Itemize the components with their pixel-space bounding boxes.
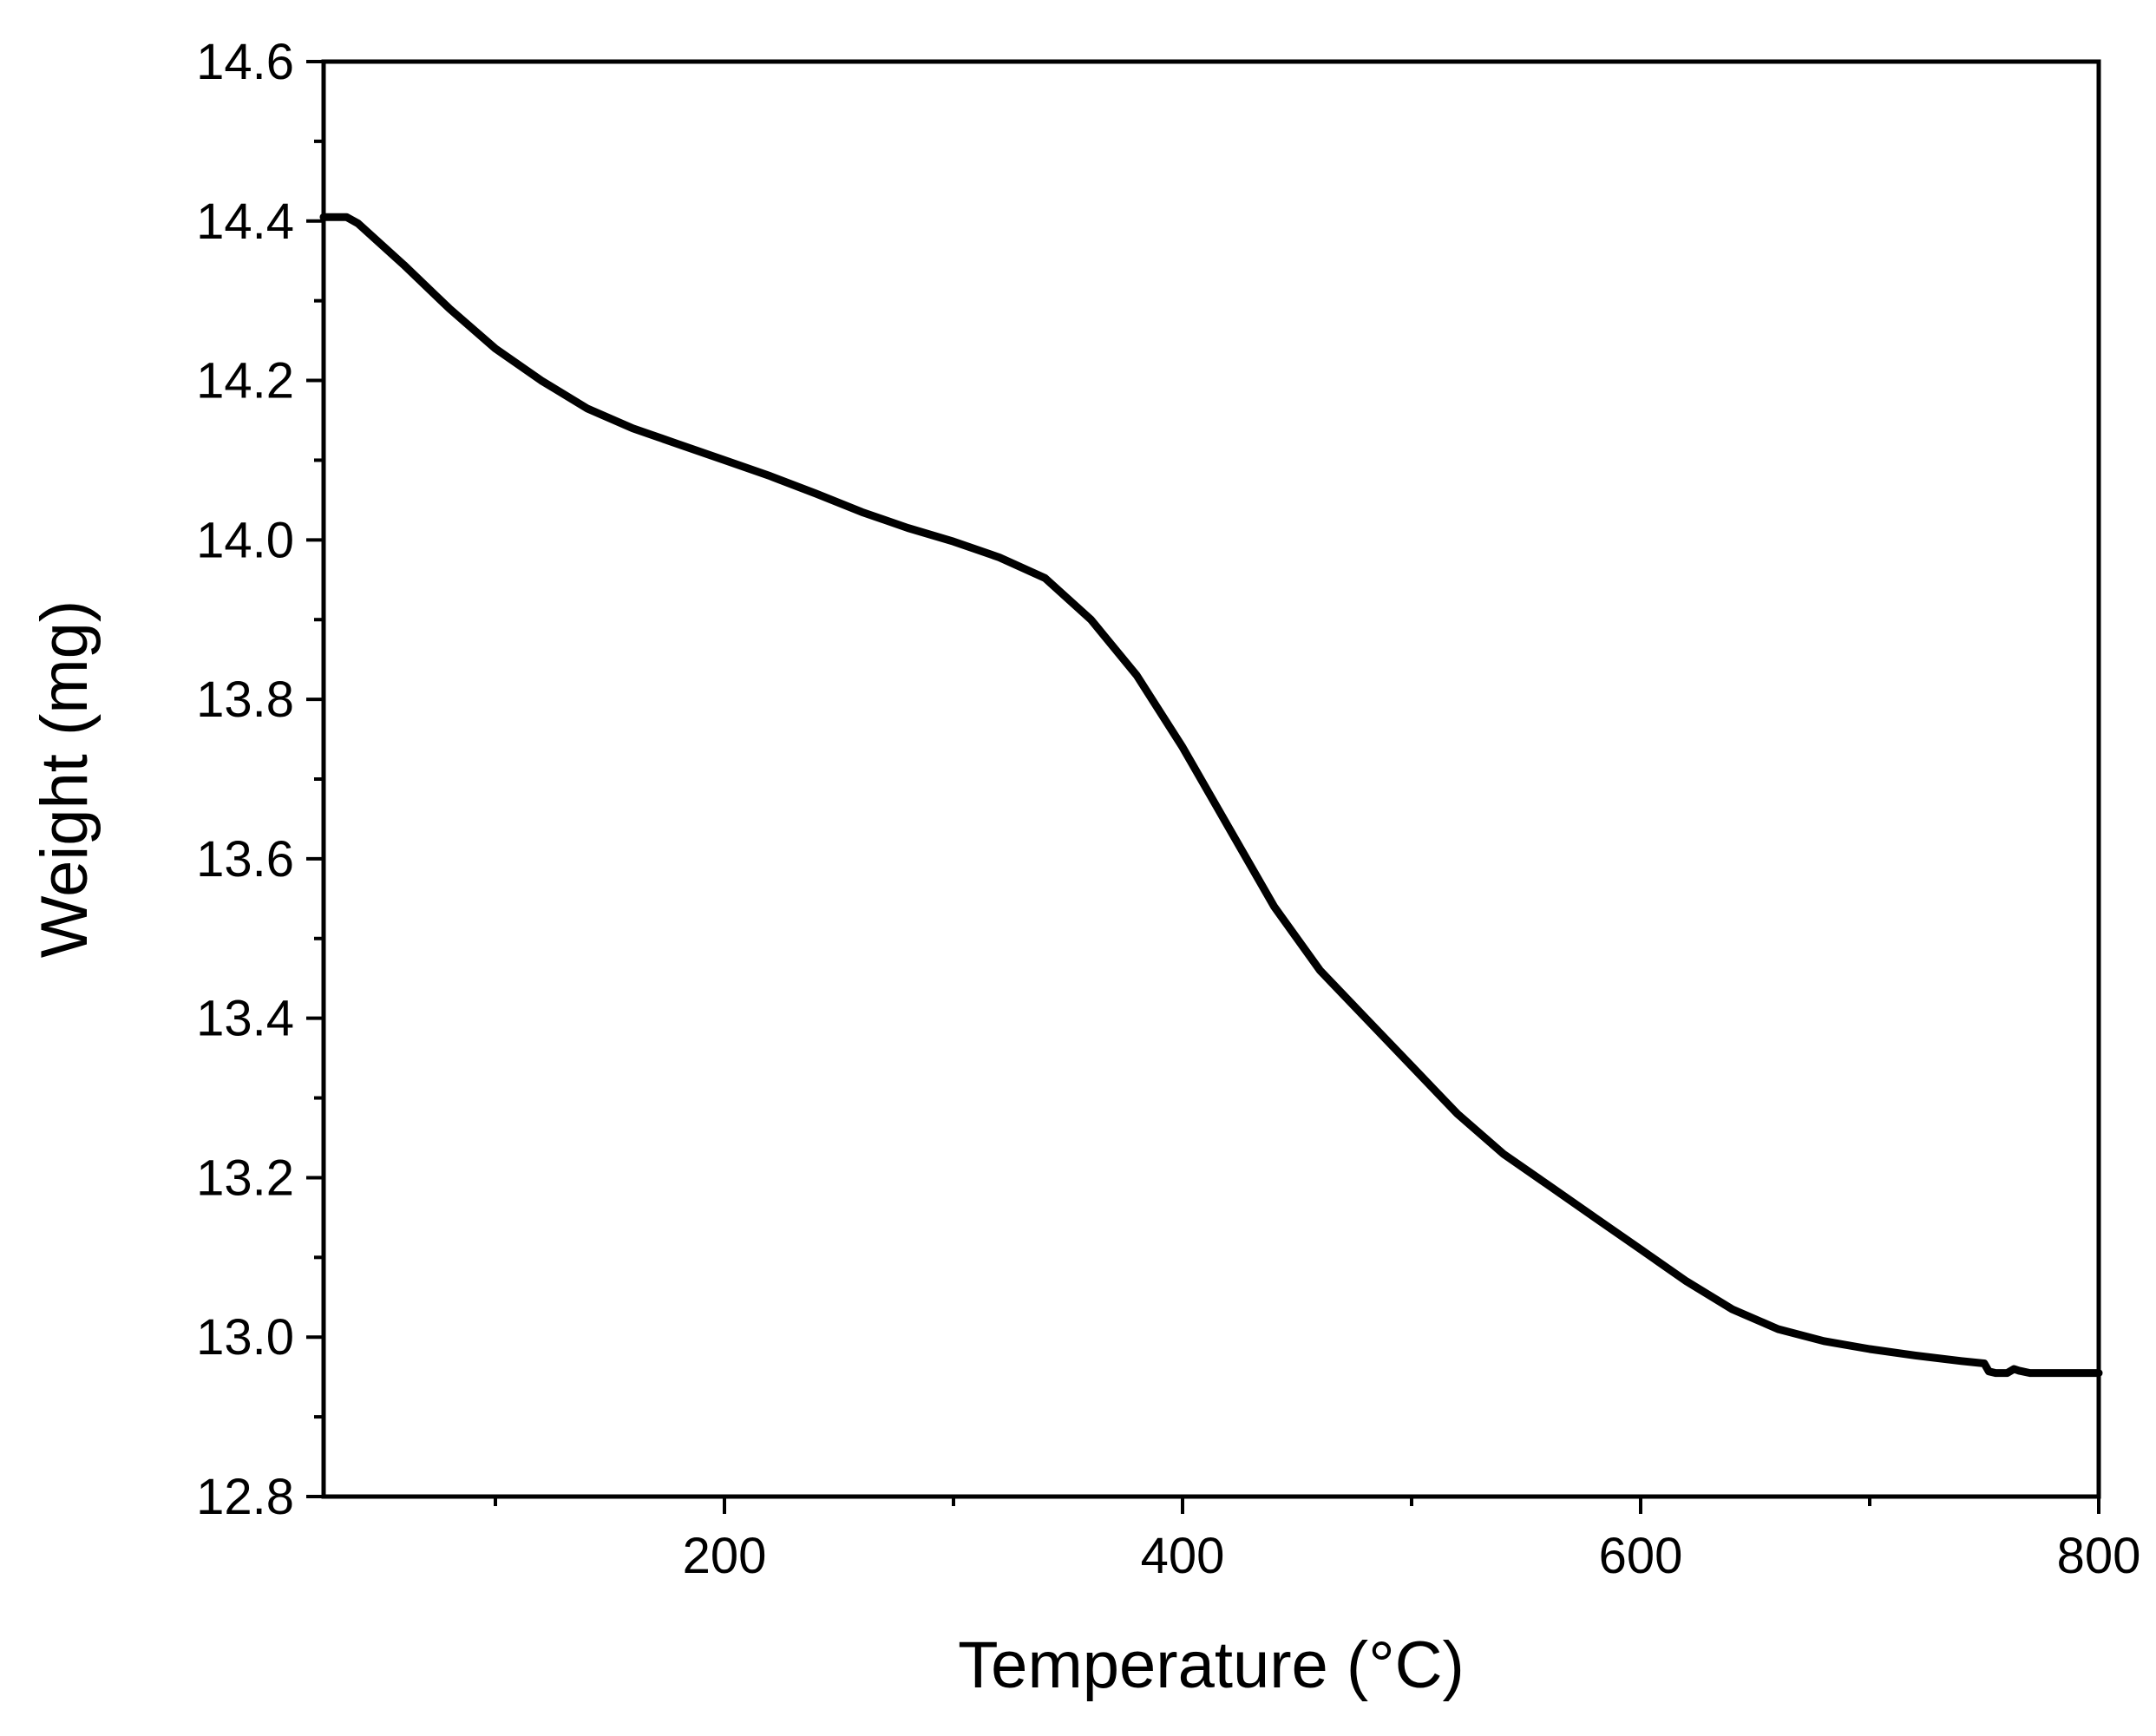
weight-curve [319, 213, 2103, 1378]
y-tick-label: 13.2 [196, 1150, 294, 1206]
x-tick-label: 200 [683, 1528, 767, 1584]
plot-frame [321, 59, 2101, 1499]
y-tick-label: 14.0 [196, 512, 294, 568]
y-tick-label: 12.8 [196, 1469, 294, 1525]
series-layer [319, 213, 2103, 1378]
y-axis-ticks: 12.8 13.0 13.2 13.4 13.6 13.8 14.0 14.2 14.4 14.6 [196, 34, 324, 1525]
y-tick-label: 13.8 [196, 671, 294, 728]
y-tick-label: 13.4 [196, 991, 294, 1047]
x-tick-label: 400 [1141, 1528, 1225, 1584]
y-tick-label: 13.0 [196, 1309, 294, 1366]
y-tick-label: 14.4 [196, 193, 294, 250]
x-axis-title: Temperature (°C) [958, 1628, 1465, 1702]
x-tick-label: 600 [1599, 1528, 1683, 1584]
x-axis-ticks: 200 400 600 800 [494, 1497, 2141, 1584]
y-tick-label: 14.6 [196, 34, 294, 90]
y-tick-label: 14.2 [196, 353, 294, 409]
y-tick-label: 13.6 [196, 831, 294, 888]
y-axis-title: Weight (mg) [28, 600, 102, 958]
x-tick-label: 800 [2057, 1528, 2141, 1584]
